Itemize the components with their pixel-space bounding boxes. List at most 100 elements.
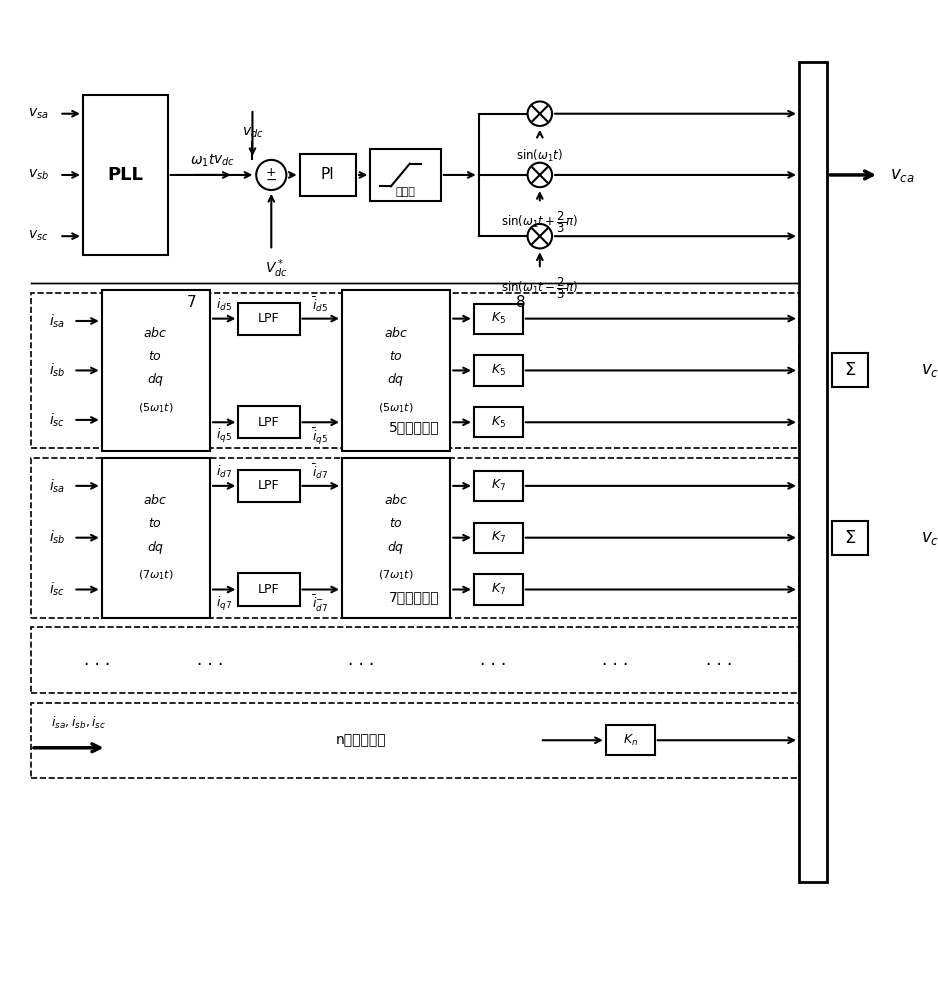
Bar — [474, 523, 522, 553]
Bar — [832, 353, 868, 387]
Text: $\sin(\omega_1 t+\dfrac{2}{3}\pi)$: $\sin(\omega_1 t+\dfrac{2}{3}\pi)$ — [501, 209, 579, 235]
Text: $K_7$: $K_7$ — [491, 478, 506, 493]
Circle shape — [527, 224, 552, 248]
Text: $V^*_{dc}$: $V^*_{dc}$ — [265, 258, 287, 280]
Text: $dq$: $dq$ — [146, 539, 164, 556]
Bar — [31, 627, 799, 693]
Bar — [31, 293, 799, 448]
Text: $K_5$: $K_5$ — [491, 311, 506, 326]
Text: . . .: . . . — [705, 651, 732, 669]
Text: $(7\omega_1 t)$: $(7\omega_1 t)$ — [138, 569, 174, 582]
Text: $\Sigma$: $\Sigma$ — [843, 361, 855, 379]
Circle shape — [256, 160, 286, 190]
Text: +: + — [266, 166, 277, 179]
Text: 8: 8 — [516, 295, 526, 310]
Text: $v_{sc}$: $v_{sc}$ — [28, 229, 49, 243]
Text: $i_{q7}$: $i_{q7}$ — [217, 595, 232, 613]
Text: . . .: . . . — [348, 651, 374, 669]
Bar — [238, 406, 299, 438]
Text: $K_7$: $K_7$ — [491, 582, 506, 597]
Text: $v_{dc}$: $v_{dc}$ — [213, 154, 235, 168]
Text: 7次谐波控制: 7次谐波控制 — [389, 590, 440, 604]
Bar — [299, 154, 356, 196]
Text: $i_{sc}$: $i_{sc}$ — [50, 411, 66, 429]
Text: $(7\omega_1 t)$: $(7\omega_1 t)$ — [378, 569, 414, 582]
Bar — [474, 407, 522, 437]
Text: $abc$: $abc$ — [384, 493, 408, 507]
Text: $i_{sb}$: $i_{sb}$ — [49, 362, 66, 379]
Text: PI: PI — [321, 167, 335, 182]
Text: $i_{sa}$: $i_{sa}$ — [50, 477, 66, 495]
Text: $to$: $to$ — [148, 517, 162, 530]
Text: $\bar{i}_{q5}$: $\bar{i}_{q5}$ — [312, 426, 328, 447]
Text: $\bar{i}_{d7}$: $\bar{i}_{d7}$ — [312, 462, 328, 481]
Text: $K_5$: $K_5$ — [491, 363, 506, 378]
Bar — [832, 521, 868, 555]
Text: $K_5$: $K_5$ — [491, 415, 506, 430]
Text: . . .: . . . — [197, 651, 223, 669]
Bar — [31, 703, 799, 778]
Text: $i_{sc}$: $i_{sc}$ — [50, 581, 66, 598]
Text: $to$: $to$ — [148, 350, 162, 363]
Text: $i_{q5}$: $i_{q5}$ — [217, 427, 232, 445]
Text: $i_{d7}$: $i_{d7}$ — [217, 464, 232, 480]
Bar — [474, 574, 522, 605]
Text: . . .: . . . — [83, 651, 110, 669]
Text: $\omega_1 t$: $\omega_1 t$ — [190, 153, 217, 169]
Text: $v_{sa}$: $v_{sa}$ — [28, 107, 49, 121]
Text: . . .: . . . — [479, 651, 506, 669]
Text: $K_7$: $K_7$ — [491, 530, 506, 545]
Text: $\Sigma$: $\Sigma$ — [843, 529, 855, 547]
Text: LPF: LPF — [258, 583, 280, 596]
Text: $K_n$: $K_n$ — [623, 733, 638, 748]
Bar — [474, 355, 522, 386]
Text: −: − — [265, 173, 277, 187]
Text: 限幅器: 限幅器 — [395, 187, 415, 197]
Text: . . .: . . . — [602, 651, 628, 669]
Bar — [474, 471, 522, 501]
Text: $abc$: $abc$ — [144, 493, 168, 507]
Text: $\bar{i}_{d5}$: $\bar{i}_{d5}$ — [312, 295, 328, 314]
Bar — [799, 62, 827, 882]
Text: $v_{cb}$: $v_{cb}$ — [921, 361, 938, 379]
Text: $\sin(\omega_1 t)$: $\sin(\omega_1 t)$ — [516, 148, 564, 164]
Text: $i_{sa},i_{sb},i_{sc}$: $i_{sa},i_{sb},i_{sc}$ — [51, 715, 106, 731]
Text: PLL: PLL — [107, 166, 144, 184]
Text: LPF: LPF — [258, 479, 280, 492]
Text: $i_{sb}$: $i_{sb}$ — [49, 529, 66, 546]
Text: $dq$: $dq$ — [387, 539, 404, 556]
Bar — [238, 303, 299, 335]
Bar — [101, 458, 210, 618]
Bar — [238, 573, 299, 606]
Text: $i_{d5}$: $i_{d5}$ — [217, 296, 232, 313]
Text: $i_{sa}$: $i_{sa}$ — [50, 312, 66, 330]
Circle shape — [527, 163, 552, 187]
Text: $(5\omega_1 t)$: $(5\omega_1 t)$ — [138, 401, 174, 415]
Bar — [101, 290, 210, 451]
Circle shape — [527, 101, 552, 126]
Text: $dq$: $dq$ — [146, 371, 164, 388]
Text: $to$: $to$ — [388, 517, 402, 530]
Text: LPF: LPF — [258, 312, 280, 325]
Text: $v_{cc}$: $v_{cc}$ — [921, 529, 938, 547]
Bar — [238, 470, 299, 502]
Bar — [83, 95, 168, 255]
Text: LPF: LPF — [258, 416, 280, 429]
Text: n次谐波控制: n次谐波控制 — [336, 733, 386, 747]
Bar — [342, 458, 450, 618]
Text: $abc$: $abc$ — [144, 326, 168, 340]
Bar — [474, 304, 522, 334]
Bar — [606, 725, 655, 755]
Bar — [31, 458, 799, 618]
Text: 5次谐波控制: 5次谐波控制 — [389, 420, 440, 434]
Bar — [371, 149, 441, 201]
Text: $\sin(\omega_1 t-\dfrac{2}{3}\pi)$: $\sin(\omega_1 t-\dfrac{2}{3}\pi)$ — [501, 275, 579, 301]
Text: $abc$: $abc$ — [384, 326, 408, 340]
Text: $v_{sb}$: $v_{sb}$ — [28, 168, 49, 182]
Text: $v_{ca}$: $v_{ca}$ — [890, 166, 915, 184]
Bar — [342, 290, 450, 451]
Text: $(5\omega_1 t)$: $(5\omega_1 t)$ — [378, 401, 414, 415]
Text: $v_{dc}$: $v_{dc}$ — [242, 125, 264, 140]
Text: $to$: $to$ — [388, 350, 402, 363]
Text: $dq$: $dq$ — [387, 371, 404, 388]
